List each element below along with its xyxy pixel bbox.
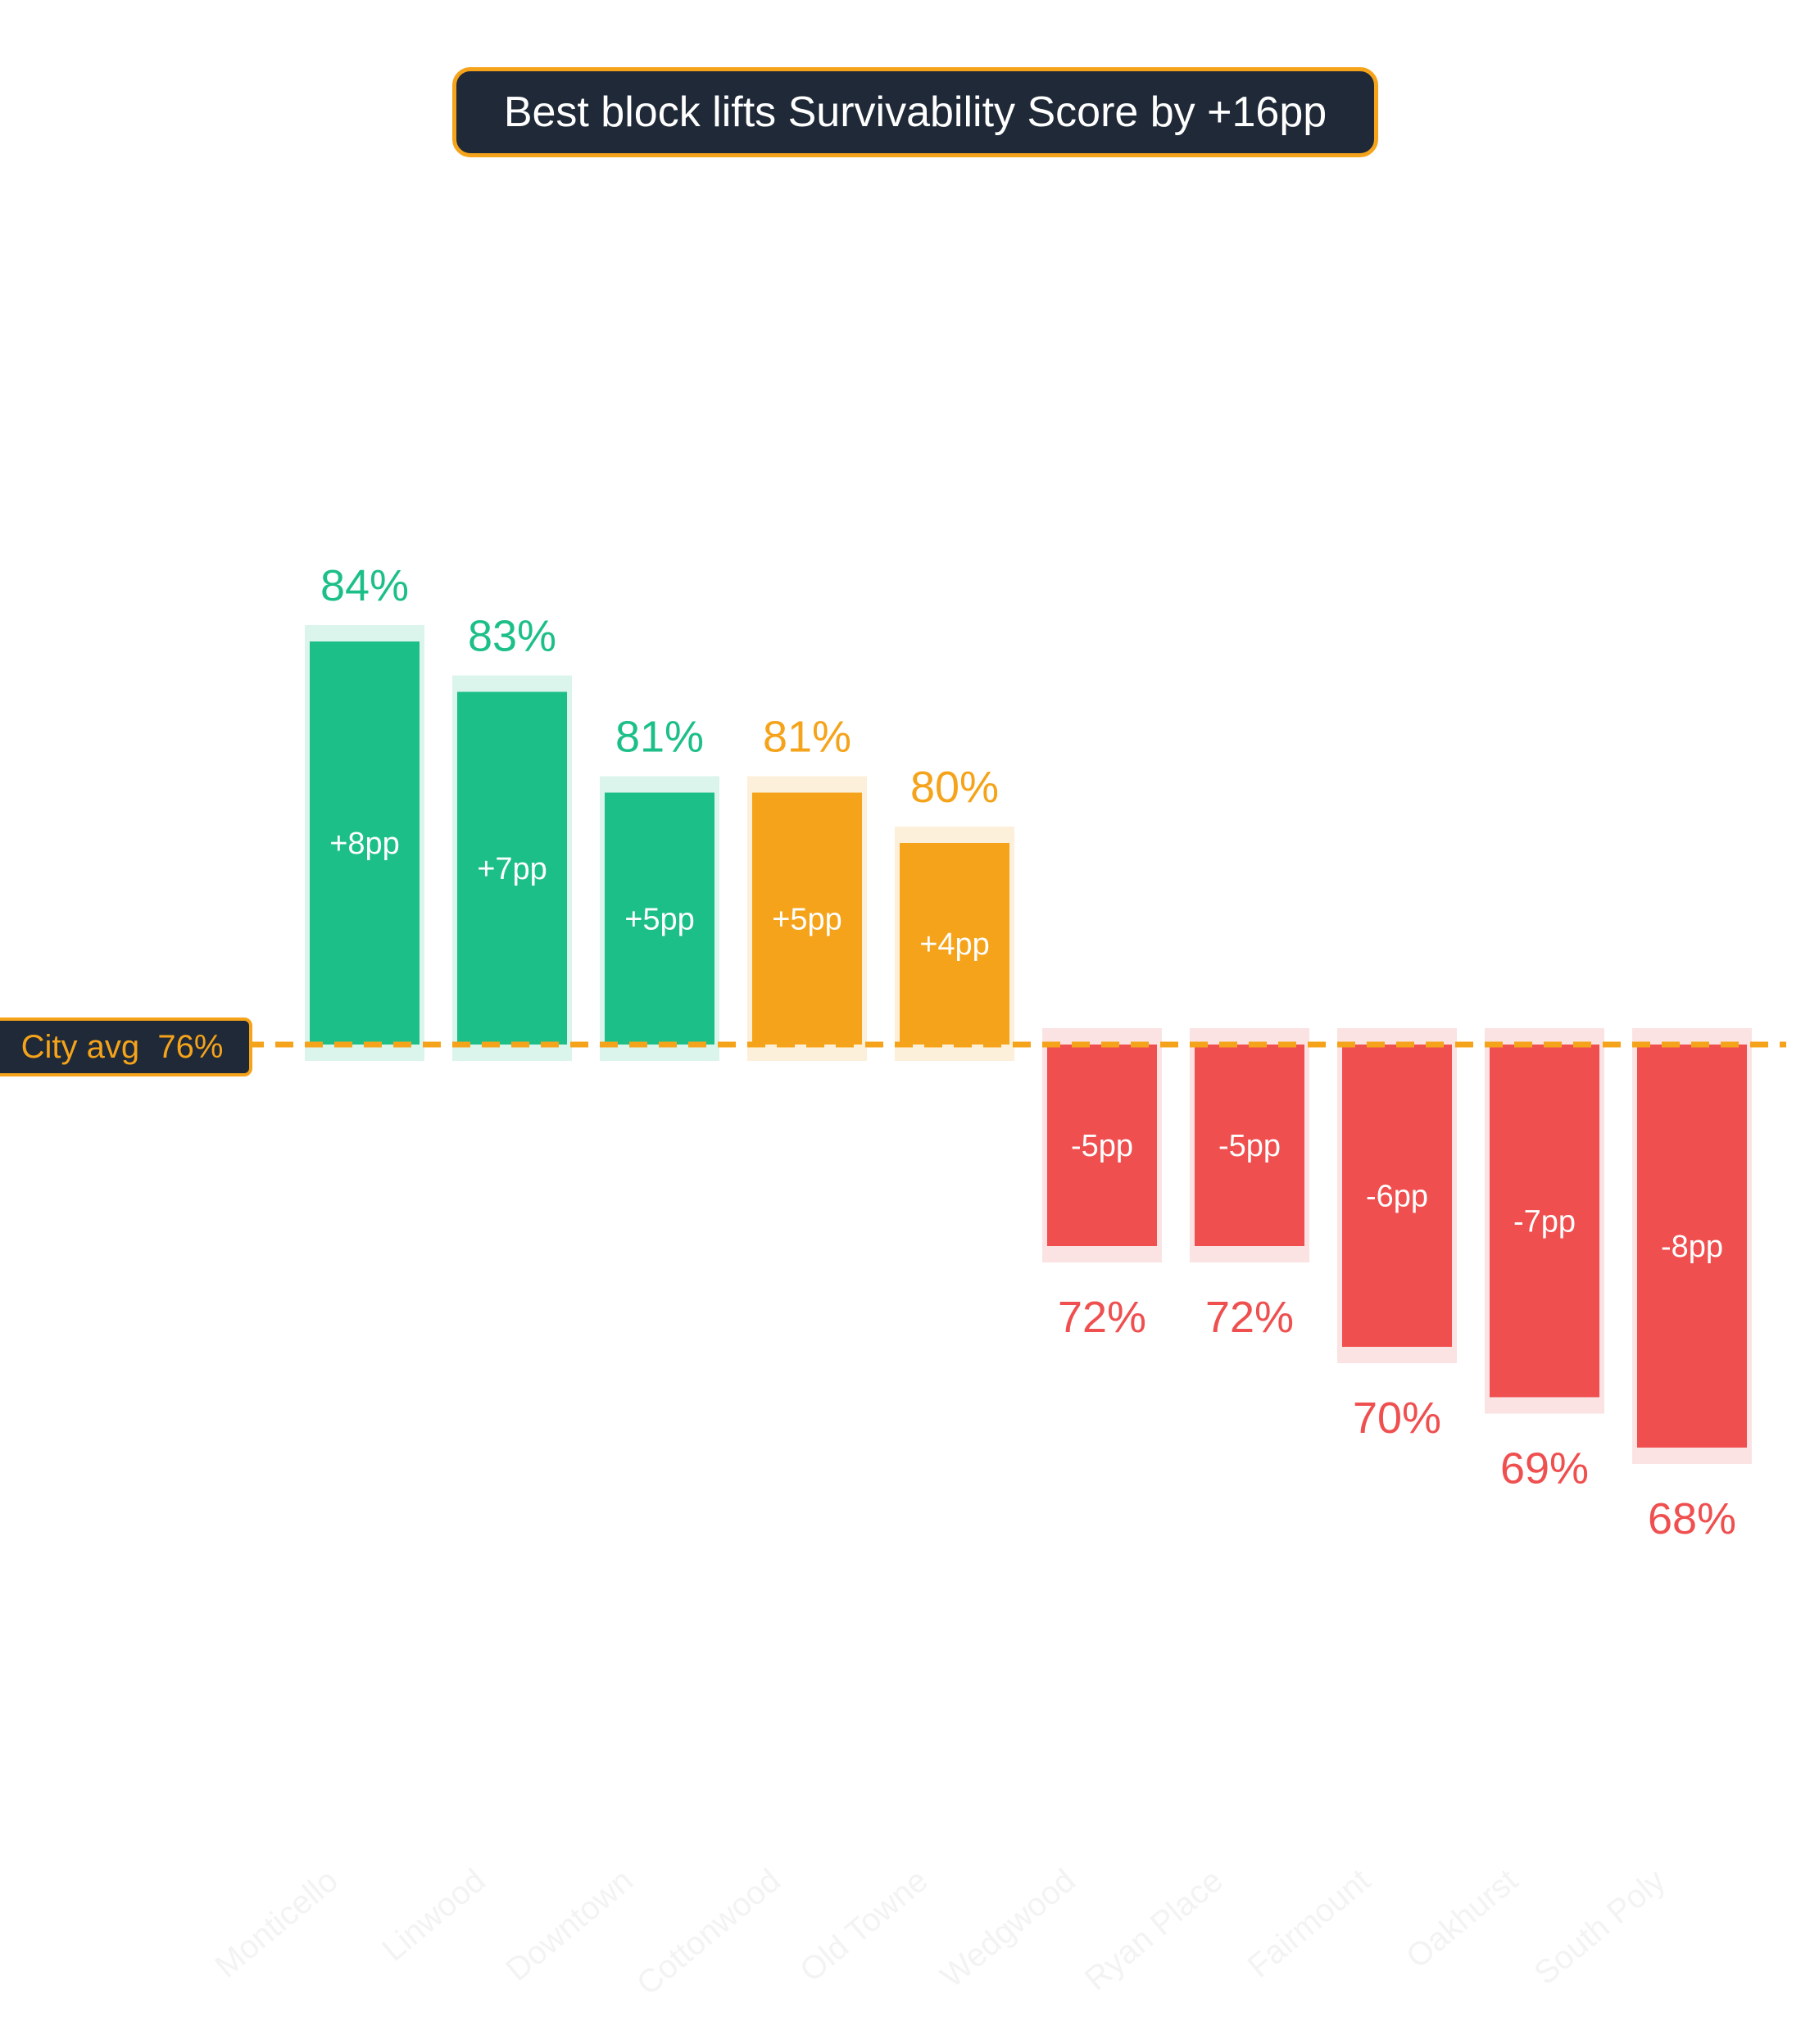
- bar: [310, 641, 420, 1045]
- bar-value-label: 81%: [763, 713, 851, 762]
- bar-value-label: 84%: [320, 561, 409, 610]
- category-tick-label: Cottonwood: [630, 1862, 787, 2002]
- bar-value-label: 81%: [615, 713, 704, 762]
- category-tick-label: Wedgwood: [934, 1862, 1082, 1995]
- chart-title: Best block lifts Survivability Score by …: [452, 67, 1378, 157]
- category-tick-label: Oakhurst: [1399, 1862, 1525, 1975]
- bar-delta-label: -7pp: [1513, 1204, 1576, 1239]
- bar-value-label: 69%: [1500, 1444, 1589, 1493]
- bar-value-label: 70%: [1353, 1394, 1441, 1443]
- bar-value-label: 80%: [910, 763, 999, 812]
- bar-delta-label: +8pp: [329, 827, 400, 861]
- bar-value-label: 72%: [1205, 1293, 1294, 1342]
- bar: [1195, 1045, 1304, 1246]
- bar: [1490, 1045, 1599, 1398]
- bar-delta-label: -5pp: [1071, 1129, 1133, 1163]
- bar-delta-label: +7pp: [477, 852, 547, 886]
- bar-value-label: 83%: [468, 612, 556, 661]
- category-tick-label: Old Towne: [793, 1862, 935, 1989]
- city-average-label: City avg 76%: [0, 1017, 252, 1076]
- bar-delta-label: -6pp: [1366, 1180, 1428, 1214]
- category-tick-label: Monticello: [209, 1862, 345, 1984]
- bar: [605, 792, 714, 1045]
- category-tick-label: Ryan Place: [1078, 1862, 1230, 1997]
- bar: [752, 792, 862, 1045]
- bar: [457, 691, 567, 1045]
- bar-value-label: 68%: [1648, 1494, 1736, 1543]
- bar-delta-label: +5pp: [624, 902, 695, 936]
- bar-value-label: 72%: [1058, 1293, 1146, 1342]
- bar: [1637, 1045, 1747, 1448]
- bar-delta-label: +4pp: [919, 927, 990, 962]
- bar-delta-label: -8pp: [1661, 1230, 1723, 1264]
- bar-delta-label: -5pp: [1218, 1129, 1281, 1163]
- bar-delta-label: +5pp: [772, 902, 842, 936]
- category-tick-label: South Poly: [1527, 1862, 1672, 1992]
- category-tick-label: Downtown: [499, 1862, 639, 1988]
- bar: [1342, 1045, 1452, 1347]
- category-tick-label: Linwood: [375, 1862, 492, 1968]
- bar: [900, 843, 1009, 1045]
- category-tick-label: Fairmount: [1241, 1862, 1377, 1984]
- bar: [1047, 1045, 1157, 1246]
